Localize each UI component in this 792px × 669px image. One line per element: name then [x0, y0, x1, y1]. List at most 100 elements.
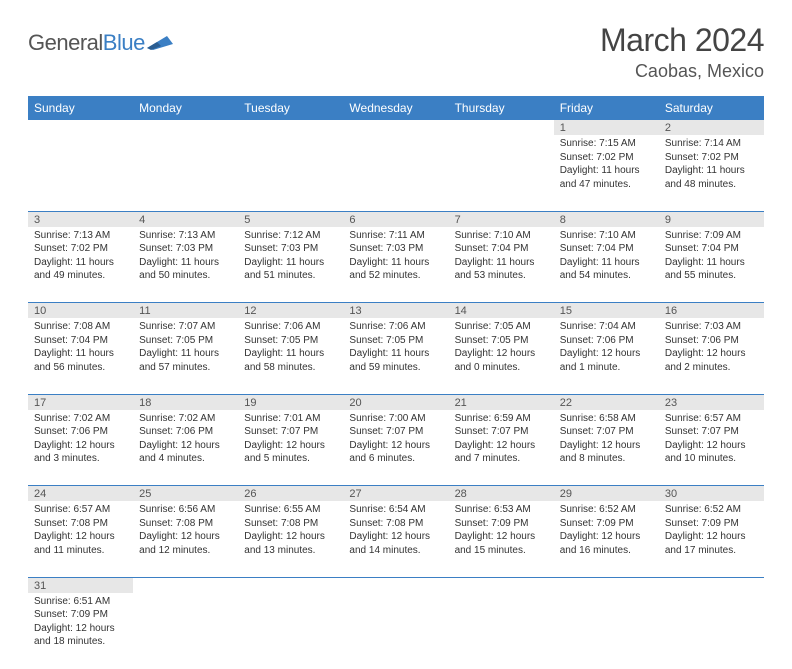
- logo-text: GeneralBlue: [28, 30, 145, 56]
- day-details: Sunrise: 7:10 AMSunset: 7:04 PMDaylight:…: [554, 227, 659, 287]
- sunrise-text: Sunrise: 6:52 AM: [665, 503, 758, 517]
- weekday-header: Sunday: [28, 96, 133, 120]
- day-cell: Sunrise: 7:08 AMSunset: 7:04 PMDaylight:…: [28, 318, 133, 394]
- day-details: Sunrise: 7:01 AMSunset: 7:07 PMDaylight:…: [238, 410, 343, 470]
- sunset-text: Sunset: 7:06 PM: [560, 334, 653, 348]
- sunset-text: Sunset: 7:03 PM: [139, 242, 232, 256]
- sunrise-text: Sunrise: 7:10 AM: [560, 229, 653, 243]
- day-details: Sunrise: 7:14 AMSunset: 7:02 PMDaylight:…: [659, 135, 764, 195]
- location: Caobas, Mexico: [600, 61, 764, 82]
- sunrise-text: Sunrise: 6:53 AM: [455, 503, 548, 517]
- day-number: 16: [659, 303, 764, 319]
- sunset-text: Sunset: 7:09 PM: [560, 517, 653, 531]
- day-cell: [343, 135, 448, 211]
- daylight-text: Daylight: 12 hours and 4 minutes.: [139, 439, 232, 466]
- day-details: Sunrise: 7:00 AMSunset: 7:07 PMDaylight:…: [343, 410, 448, 470]
- day-cell: [449, 593, 554, 669]
- day-number: 2: [659, 120, 764, 135]
- sunrise-text: Sunrise: 7:08 AM: [34, 320, 127, 334]
- day-number: 19: [238, 394, 343, 410]
- sunrise-text: Sunrise: 6:57 AM: [665, 412, 758, 426]
- sunrise-text: Sunrise: 7:10 AM: [455, 229, 548, 243]
- day-details: Sunrise: 7:11 AMSunset: 7:03 PMDaylight:…: [343, 227, 448, 287]
- calendar-table: SundayMondayTuesdayWednesdayThursdayFrid…: [28, 96, 764, 669]
- day-number: 22: [554, 394, 659, 410]
- day-cell: Sunrise: 6:52 AMSunset: 7:09 PMDaylight:…: [659, 501, 764, 577]
- day-number: 24: [28, 486, 133, 502]
- day-cell: Sunrise: 7:02 AMSunset: 7:06 PMDaylight:…: [28, 410, 133, 486]
- daylight-text: Daylight: 11 hours and 51 minutes.: [244, 256, 337, 283]
- day-details: Sunrise: 7:05 AMSunset: 7:05 PMDaylight:…: [449, 318, 554, 378]
- day-details: Sunrise: 7:13 AMSunset: 7:03 PMDaylight:…: [133, 227, 238, 287]
- day-details: Sunrise: 7:15 AMSunset: 7:02 PMDaylight:…: [554, 135, 659, 195]
- daylight-text: Daylight: 12 hours and 15 minutes.: [455, 530, 548, 557]
- day-number: 12: [238, 303, 343, 319]
- day-details: Sunrise: 7:13 AMSunset: 7:02 PMDaylight:…: [28, 227, 133, 287]
- sunset-text: Sunset: 7:02 PM: [665, 151, 758, 165]
- day-cell: Sunrise: 7:01 AMSunset: 7:07 PMDaylight:…: [238, 410, 343, 486]
- daylight-text: Daylight: 12 hours and 0 minutes.: [455, 347, 548, 374]
- day-cell: [133, 593, 238, 669]
- day-number: 6: [343, 211, 448, 227]
- weekday-header: Monday: [133, 96, 238, 120]
- sunrise-text: Sunrise: 6:56 AM: [139, 503, 232, 517]
- daynum-row: 17181920212223: [28, 394, 764, 410]
- sunrise-text: Sunrise: 6:54 AM: [349, 503, 442, 517]
- daylight-text: Daylight: 12 hours and 16 minutes.: [560, 530, 653, 557]
- day-number: 17: [28, 394, 133, 410]
- sunrise-text: Sunrise: 7:13 AM: [139, 229, 232, 243]
- day-cell: Sunrise: 6:51 AMSunset: 7:09 PMDaylight:…: [28, 593, 133, 669]
- day-cell: Sunrise: 7:02 AMSunset: 7:06 PMDaylight:…: [133, 410, 238, 486]
- week-row: Sunrise: 6:51 AMSunset: 7:09 PMDaylight:…: [28, 593, 764, 669]
- day-cell: [554, 593, 659, 669]
- month-title: March 2024: [600, 22, 764, 59]
- day-details: Sunrise: 6:57 AMSunset: 7:08 PMDaylight:…: [28, 501, 133, 561]
- sunset-text: Sunset: 7:05 PM: [455, 334, 548, 348]
- day-number: 26: [238, 486, 343, 502]
- day-cell: Sunrise: 7:10 AMSunset: 7:04 PMDaylight:…: [449, 227, 554, 303]
- day-cell: [133, 135, 238, 211]
- weekday-header: Wednesday: [343, 96, 448, 120]
- day-cell: [238, 593, 343, 669]
- sunset-text: Sunset: 7:05 PM: [349, 334, 442, 348]
- day-number: [343, 120, 448, 135]
- day-cell: Sunrise: 6:57 AMSunset: 7:07 PMDaylight:…: [659, 410, 764, 486]
- day-number: [28, 120, 133, 135]
- daylight-text: Daylight: 11 hours and 50 minutes.: [139, 256, 232, 283]
- title-block: March 2024 Caobas, Mexico: [600, 22, 764, 82]
- sunset-text: Sunset: 7:07 PM: [560, 425, 653, 439]
- day-number: 20: [343, 394, 448, 410]
- weekday-header: Tuesday: [238, 96, 343, 120]
- sunrise-text: Sunrise: 7:03 AM: [665, 320, 758, 334]
- day-number: 10: [28, 303, 133, 319]
- weekday-header: Saturday: [659, 96, 764, 120]
- sunrise-text: Sunrise: 6:58 AM: [560, 412, 653, 426]
- day-cell: Sunrise: 7:14 AMSunset: 7:02 PMDaylight:…: [659, 135, 764, 211]
- sunset-text: Sunset: 7:06 PM: [139, 425, 232, 439]
- sunrise-text: Sunrise: 7:01 AM: [244, 412, 337, 426]
- sunset-text: Sunset: 7:02 PM: [34, 242, 127, 256]
- day-cell: Sunrise: 6:57 AMSunset: 7:08 PMDaylight:…: [28, 501, 133, 577]
- day-cell: Sunrise: 7:12 AMSunset: 7:03 PMDaylight:…: [238, 227, 343, 303]
- sunrise-text: Sunrise: 7:14 AM: [665, 137, 758, 151]
- day-number: [449, 577, 554, 593]
- sunset-text: Sunset: 7:07 PM: [665, 425, 758, 439]
- day-number: 9: [659, 211, 764, 227]
- day-cell: Sunrise: 7:05 AMSunset: 7:05 PMDaylight:…: [449, 318, 554, 394]
- day-cell: [659, 593, 764, 669]
- day-number: [133, 577, 238, 593]
- logo-part2: Blue: [103, 30, 145, 55]
- daylight-text: Daylight: 11 hours and 52 minutes.: [349, 256, 442, 283]
- day-number: [659, 577, 764, 593]
- week-row: Sunrise: 7:08 AMSunset: 7:04 PMDaylight:…: [28, 318, 764, 394]
- sunrise-text: Sunrise: 6:59 AM: [455, 412, 548, 426]
- day-cell: Sunrise: 7:07 AMSunset: 7:05 PMDaylight:…: [133, 318, 238, 394]
- daylight-text: Daylight: 12 hours and 14 minutes.: [349, 530, 442, 557]
- sunrise-text: Sunrise: 7:02 AM: [139, 412, 232, 426]
- daylight-text: Daylight: 12 hours and 6 minutes.: [349, 439, 442, 466]
- logo: GeneralBlue: [28, 30, 173, 56]
- day-details: Sunrise: 7:09 AMSunset: 7:04 PMDaylight:…: [659, 227, 764, 287]
- day-details: Sunrise: 7:10 AMSunset: 7:04 PMDaylight:…: [449, 227, 554, 287]
- sunset-text: Sunset: 7:04 PM: [560, 242, 653, 256]
- daylight-text: Daylight: 11 hours and 47 minutes.: [560, 164, 653, 191]
